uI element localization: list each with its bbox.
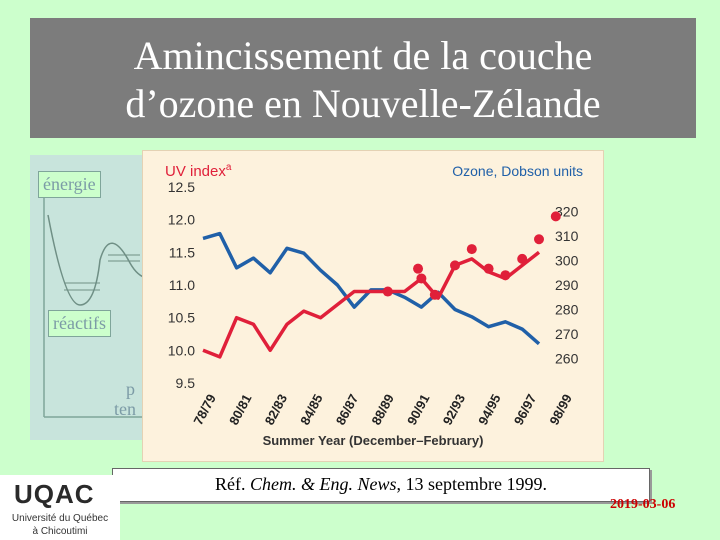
left-tick-label: 11.5 (169, 244, 195, 260)
left-tick-label: 10.0 (168, 342, 195, 358)
right-tick-label: 300 (555, 253, 579, 269)
logo-line2: à Chicoutimi (32, 526, 88, 537)
slide-title-line2: d’ozone en Nouvelle-Zélande (125, 81, 601, 126)
left-tick-label: 9.5 (176, 375, 196, 391)
slide-date: 2019-03-06 (610, 497, 676, 512)
left-tick-label: 12.0 (168, 212, 195, 228)
x-tick-label: 98/99 (546, 392, 575, 428)
left-tick-label: 11.0 (169, 277, 195, 293)
reference-journal: Chem. & Eng. News (250, 474, 397, 494)
energy-curve (39, 171, 180, 418)
uv-data-point (500, 270, 511, 281)
chart-canvas: 12.5 12.0 11.5 11.0 10.5 10.0 9.5 320 310 300 290 2… (165, 162, 583, 448)
x-tick-label: 96/97 (511, 392, 540, 428)
energy-label: énergie (38, 171, 101, 198)
right-tick-label: 260 (555, 351, 579, 367)
uqac-logo: UQAC Université du Québec à Chicoutimi (0, 475, 120, 540)
logo-text: UQAC (14, 479, 95, 509)
reference-rest: , 13 septembre 1999. (396, 474, 547, 494)
x-axis-title: Summer Year (December–February) (263, 433, 484, 448)
uv-data-point (413, 263, 424, 274)
uv-series-line (202, 250, 541, 359)
uv-data-point (416, 273, 427, 284)
right-tick-label: 320 (555, 204, 579, 220)
right-tick-label: 310 (555, 228, 579, 244)
partial-label-2: ten (114, 399, 136, 419)
uv-data-point (550, 211, 561, 222)
reactants-label: réactifs (48, 310, 111, 337)
uv-ozone-chart: 12.5 12.0 11.5 11.0 10.5 10.0 9.5 320 310 300 290 2… (142, 150, 604, 462)
x-tick-label: 84/85 (297, 392, 326, 428)
x-tick-label: 78/79 (190, 392, 219, 428)
x-tick-label: 94/95 (475, 392, 504, 428)
uv-data-point (429, 289, 440, 300)
left-axis-title: UV indexa (165, 162, 232, 180)
uv-data-point (483, 263, 494, 274)
right-axis-title: Ozone, Dobson units (452, 163, 583, 179)
x-tick-label: 80/81 (226, 392, 255, 428)
uv-data-point (517, 253, 528, 264)
uv-data-point (466, 244, 477, 255)
uv-data-point (382, 286, 393, 297)
reference-box: Réf. Chem. & Eng. News, 13 septembre 199… (112, 468, 650, 502)
x-tick-label: 82/83 (262, 392, 291, 428)
x-tick-label: 86/87 (333, 392, 362, 428)
logo-line1: Université du Québec (11, 513, 109, 524)
right-tick-label: 270 (555, 326, 579, 342)
uv-data-point (450, 260, 460, 271)
x-tick-label: 88/89 (368, 392, 397, 428)
uv-data-point (534, 234, 544, 245)
x-tick-label: 92/93 (440, 392, 469, 428)
right-tick-label: 290 (555, 277, 579, 293)
partial-label-1: p (126, 379, 135, 399)
slide-title-line1: Amincissement de la couche (133, 33, 593, 78)
right-tick-label: 280 (555, 302, 579, 318)
title-bar: Amincissement de la couche d’ozone en No… (30, 18, 696, 138)
left-tick-label: 12.5 (168, 179, 195, 195)
x-tick-label: 90/91 (404, 392, 433, 428)
reference-prefix: Réf. (215, 474, 251, 494)
left-tick-label: 10.5 (168, 310, 195, 326)
